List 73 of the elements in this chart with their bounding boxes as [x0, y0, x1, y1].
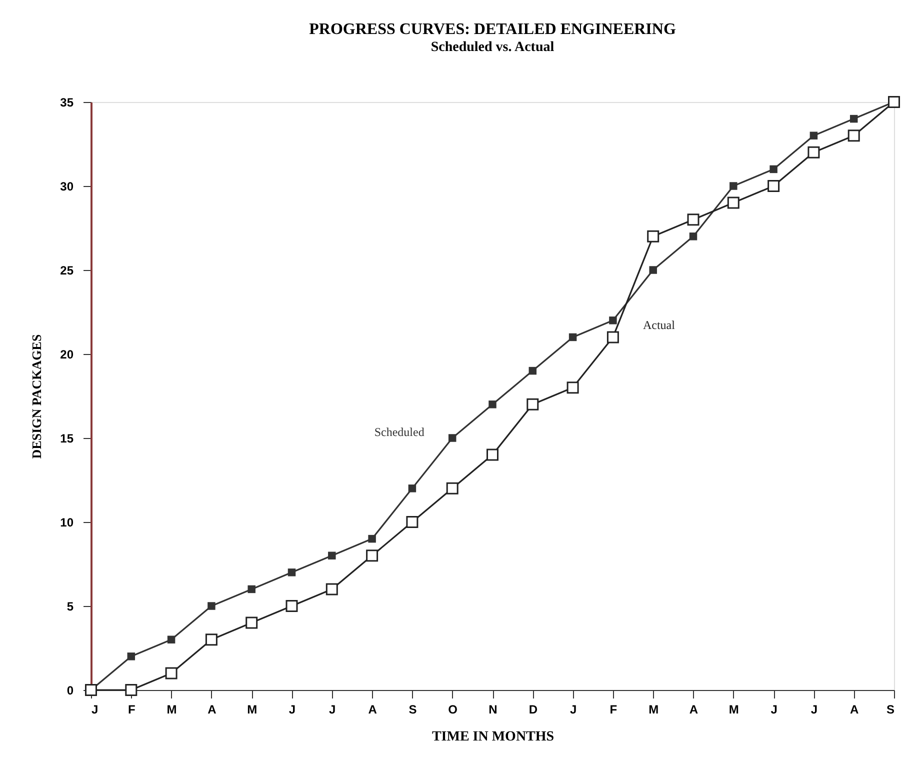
y-axis-title: DESIGN PACKAGES [29, 334, 44, 459]
point [528, 366, 537, 375]
point [808, 146, 820, 158]
point [127, 652, 136, 660]
series-label: Actual [642, 318, 676, 332]
y-tick-label: 10 [60, 516, 74, 530]
x-tick-label: J [570, 702, 577, 716]
point [526, 398, 539, 410]
point [286, 600, 298, 612]
x-tick-label: F [128, 702, 136, 716]
series-label: Scheduled [374, 425, 424, 439]
point [850, 114, 858, 123]
point [609, 316, 617, 324]
chart-title: PROGRESS CURVES: DETAILED ENGINEERING [309, 20, 676, 38]
point [246, 616, 258, 629]
x-tick-label: S [408, 702, 417, 716]
x-tick-label: J [770, 702, 778, 716]
y-tick-label: 25 [60, 264, 74, 278]
x-tick-label: N [488, 702, 498, 716]
point [727, 196, 740, 209]
point [288, 568, 296, 576]
point [448, 434, 456, 442]
point [328, 552, 336, 560]
y-tick-label: 30 [60, 180, 74, 194]
point [125, 684, 138, 696]
x-tick-label: J [288, 702, 296, 716]
y-tick-label: 35 [60, 96, 74, 110]
point [486, 448, 498, 461]
point [770, 165, 778, 174]
point [205, 634, 218, 646]
point [488, 400, 496, 408]
x-tick-label: A [368, 702, 378, 716]
x-tick-label: A [208, 702, 217, 716]
x-tick-label: F [610, 702, 618, 716]
point [730, 182, 738, 190]
y-tick-label: 0 [66, 684, 74, 698]
x-tick-label: M [166, 702, 177, 716]
x-tick-label: D [528, 702, 538, 716]
x-tick-label: A [850, 702, 860, 716]
x-tick-label: M [247, 702, 258, 716]
x-tick-label: A [689, 702, 698, 716]
x-axis-title: TIME IN MONTHS [432, 730, 554, 744]
point [368, 534, 376, 543]
x-tick-label: M [728, 702, 739, 716]
point [687, 214, 700, 226]
point [647, 230, 660, 242]
point [406, 516, 418, 528]
point [649, 266, 657, 274]
point [248, 585, 256, 594]
x-tick-label: M [648, 702, 659, 716]
chart-subtitle: Scheduled vs. Actual [430, 40, 554, 55]
y-tick-label: 20 [60, 348, 74, 362]
point [326, 583, 338, 596]
x-tick-label: J [329, 702, 336, 716]
point [446, 482, 458, 494]
point [165, 667, 178, 680]
y-tick-label: 15 [60, 432, 74, 446]
point [768, 180, 780, 192]
point [810, 132, 818, 140]
point [606, 331, 619, 344]
x-tick-label: J [810, 702, 818, 716]
y-tick-label: 5 [66, 600, 74, 614]
point [408, 484, 416, 492]
point [689, 232, 698, 240]
x-tick-label: O [448, 702, 458, 716]
x-tick-label: S [886, 702, 894, 716]
point [208, 602, 216, 610]
point [167, 636, 176, 644]
point [366, 550, 378, 562]
x-tick-label: J [92, 702, 98, 716]
point [568, 333, 577, 342]
point [566, 382, 579, 394]
point [848, 130, 860, 142]
